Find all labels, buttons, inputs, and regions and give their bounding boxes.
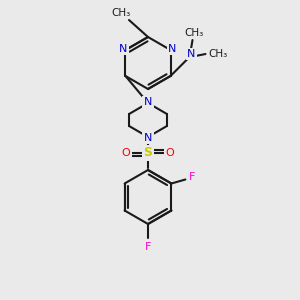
Text: N: N: [168, 44, 177, 54]
Text: O: O: [166, 148, 174, 158]
Text: CH₃: CH₃: [208, 49, 227, 59]
Text: S: S: [143, 146, 152, 160]
Text: CH₃: CH₃: [111, 8, 130, 18]
Text: O: O: [122, 148, 130, 158]
Text: N: N: [119, 44, 128, 54]
Text: CH₃: CH₃: [184, 28, 203, 38]
Text: N: N: [187, 49, 196, 59]
Text: F: F: [145, 242, 151, 252]
Text: N: N: [144, 97, 152, 107]
Text: N: N: [144, 133, 152, 143]
Text: F: F: [189, 172, 196, 182]
